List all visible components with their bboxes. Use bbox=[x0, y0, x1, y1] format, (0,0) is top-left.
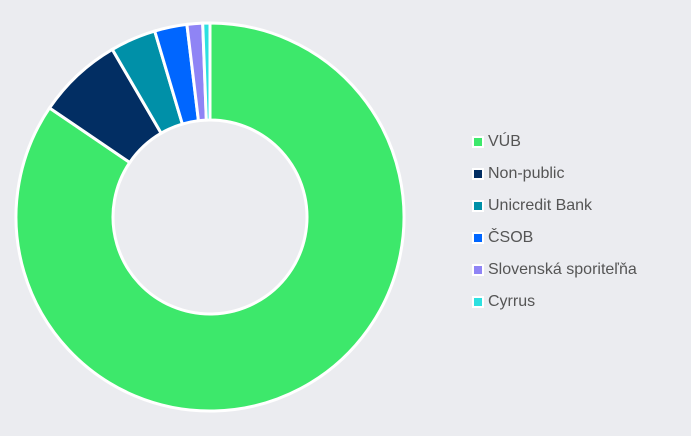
legend-label: Slovenská sporiteľňa bbox=[488, 261, 637, 278]
legend-label: Non-public bbox=[488, 165, 565, 182]
legend-label: Cyrrus bbox=[488, 293, 536, 310]
legend-label: VÚB bbox=[488, 133, 521, 150]
legend-item[interactable]: Cyrrus bbox=[472, 286, 637, 318]
legend-item[interactable]: Non-public bbox=[472, 158, 637, 190]
slice-0[interactable] bbox=[14, 21, 406, 413]
legend-swatch bbox=[472, 136, 484, 148]
legend-item[interactable]: VÚB bbox=[472, 126, 637, 158]
legend-swatch bbox=[472, 264, 484, 276]
legend-swatch bbox=[472, 200, 484, 212]
chart-legend: VÚB Non-public Unicredit Bank ČSOB Slovenská… bbox=[472, 126, 637, 318]
legend-item[interactable]: Slovenská sporiteľňa bbox=[472, 254, 637, 286]
legend-label: ČSOB bbox=[488, 229, 534, 246]
slice-5[interactable] bbox=[201, 21, 212, 122]
legend-swatch bbox=[472, 232, 484, 244]
legend-item[interactable]: Unicredit Bank bbox=[472, 190, 637, 222]
legend-label: Unicredit Bank bbox=[488, 197, 593, 214]
legend-swatch bbox=[472, 168, 484, 180]
legend-swatch bbox=[472, 296, 484, 308]
legend-item[interactable]: ČSOB bbox=[472, 222, 637, 254]
